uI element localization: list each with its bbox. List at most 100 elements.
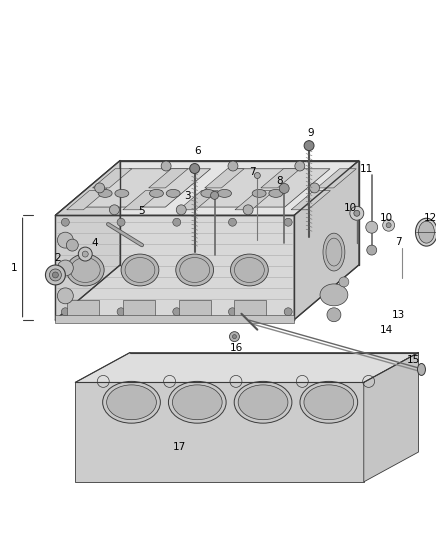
Circle shape xyxy=(61,308,69,316)
Polygon shape xyxy=(317,169,356,188)
Circle shape xyxy=(211,191,219,199)
Circle shape xyxy=(367,245,377,255)
Circle shape xyxy=(304,141,314,151)
Ellipse shape xyxy=(417,364,425,375)
Ellipse shape xyxy=(320,284,348,306)
Circle shape xyxy=(49,269,61,281)
Polygon shape xyxy=(67,300,99,318)
Polygon shape xyxy=(235,191,274,210)
Ellipse shape xyxy=(416,218,438,246)
Circle shape xyxy=(110,205,120,215)
Circle shape xyxy=(176,205,186,215)
Text: 11: 11 xyxy=(360,164,373,174)
Circle shape xyxy=(57,288,73,304)
Text: 8: 8 xyxy=(276,176,283,187)
Ellipse shape xyxy=(230,254,268,286)
Ellipse shape xyxy=(269,189,283,197)
Polygon shape xyxy=(234,300,266,318)
Polygon shape xyxy=(123,191,162,210)
Ellipse shape xyxy=(218,189,231,197)
Circle shape xyxy=(61,218,69,226)
Text: 7: 7 xyxy=(249,167,256,177)
Polygon shape xyxy=(84,169,211,207)
Ellipse shape xyxy=(121,254,159,286)
Polygon shape xyxy=(123,300,155,318)
Circle shape xyxy=(284,308,292,316)
Ellipse shape xyxy=(102,382,160,423)
Polygon shape xyxy=(67,191,106,210)
Circle shape xyxy=(161,161,171,171)
Circle shape xyxy=(327,308,341,322)
Text: 12: 12 xyxy=(424,213,437,223)
Circle shape xyxy=(254,173,260,179)
Text: 1: 1 xyxy=(11,263,18,273)
Text: 7: 7 xyxy=(395,237,402,247)
Circle shape xyxy=(295,161,305,171)
Text: 3: 3 xyxy=(184,191,191,201)
Ellipse shape xyxy=(238,385,288,419)
Ellipse shape xyxy=(323,233,345,271)
Circle shape xyxy=(233,335,237,338)
Circle shape xyxy=(82,251,88,257)
Text: 6: 6 xyxy=(194,146,201,156)
Circle shape xyxy=(117,218,125,226)
Text: 5: 5 xyxy=(139,206,145,216)
Ellipse shape xyxy=(173,385,222,419)
Ellipse shape xyxy=(176,254,214,286)
Polygon shape xyxy=(179,300,211,318)
Polygon shape xyxy=(179,191,218,210)
Ellipse shape xyxy=(149,189,163,197)
Circle shape xyxy=(350,206,364,220)
Ellipse shape xyxy=(115,189,129,197)
Circle shape xyxy=(228,161,238,171)
Ellipse shape xyxy=(106,385,156,419)
Polygon shape xyxy=(55,160,359,215)
Circle shape xyxy=(229,308,237,316)
Text: 13: 13 xyxy=(392,310,405,320)
Ellipse shape xyxy=(66,254,104,286)
Circle shape xyxy=(310,183,319,193)
Polygon shape xyxy=(261,169,300,188)
Polygon shape xyxy=(92,169,132,188)
Ellipse shape xyxy=(304,385,354,419)
Circle shape xyxy=(383,219,395,231)
Circle shape xyxy=(173,308,181,316)
Polygon shape xyxy=(291,191,330,210)
Text: 16: 16 xyxy=(230,343,243,352)
Ellipse shape xyxy=(418,221,434,243)
Circle shape xyxy=(190,164,200,173)
Ellipse shape xyxy=(201,189,215,197)
Circle shape xyxy=(173,218,181,226)
Ellipse shape xyxy=(98,189,112,197)
Ellipse shape xyxy=(234,382,292,423)
Polygon shape xyxy=(184,169,330,207)
Polygon shape xyxy=(75,352,418,382)
Circle shape xyxy=(117,308,125,316)
Polygon shape xyxy=(55,160,120,320)
Circle shape xyxy=(66,239,78,251)
Text: 10: 10 xyxy=(344,203,357,213)
Circle shape xyxy=(95,183,105,193)
Polygon shape xyxy=(148,169,188,188)
Ellipse shape xyxy=(166,189,180,197)
Polygon shape xyxy=(55,315,294,322)
Text: 10: 10 xyxy=(380,213,393,223)
Text: 15: 15 xyxy=(407,354,420,365)
Circle shape xyxy=(339,277,349,287)
Circle shape xyxy=(53,272,58,278)
Circle shape xyxy=(57,260,73,276)
Polygon shape xyxy=(364,352,418,482)
Text: 9: 9 xyxy=(308,128,314,138)
Circle shape xyxy=(229,218,237,226)
Text: 14: 14 xyxy=(380,325,393,335)
Polygon shape xyxy=(294,160,359,320)
Polygon shape xyxy=(205,169,244,188)
Circle shape xyxy=(284,218,292,226)
Circle shape xyxy=(243,205,253,215)
Polygon shape xyxy=(75,382,364,482)
Text: 17: 17 xyxy=(173,442,187,452)
Circle shape xyxy=(279,183,289,193)
Text: 2: 2 xyxy=(54,253,61,263)
Circle shape xyxy=(386,223,391,228)
Circle shape xyxy=(57,232,73,248)
